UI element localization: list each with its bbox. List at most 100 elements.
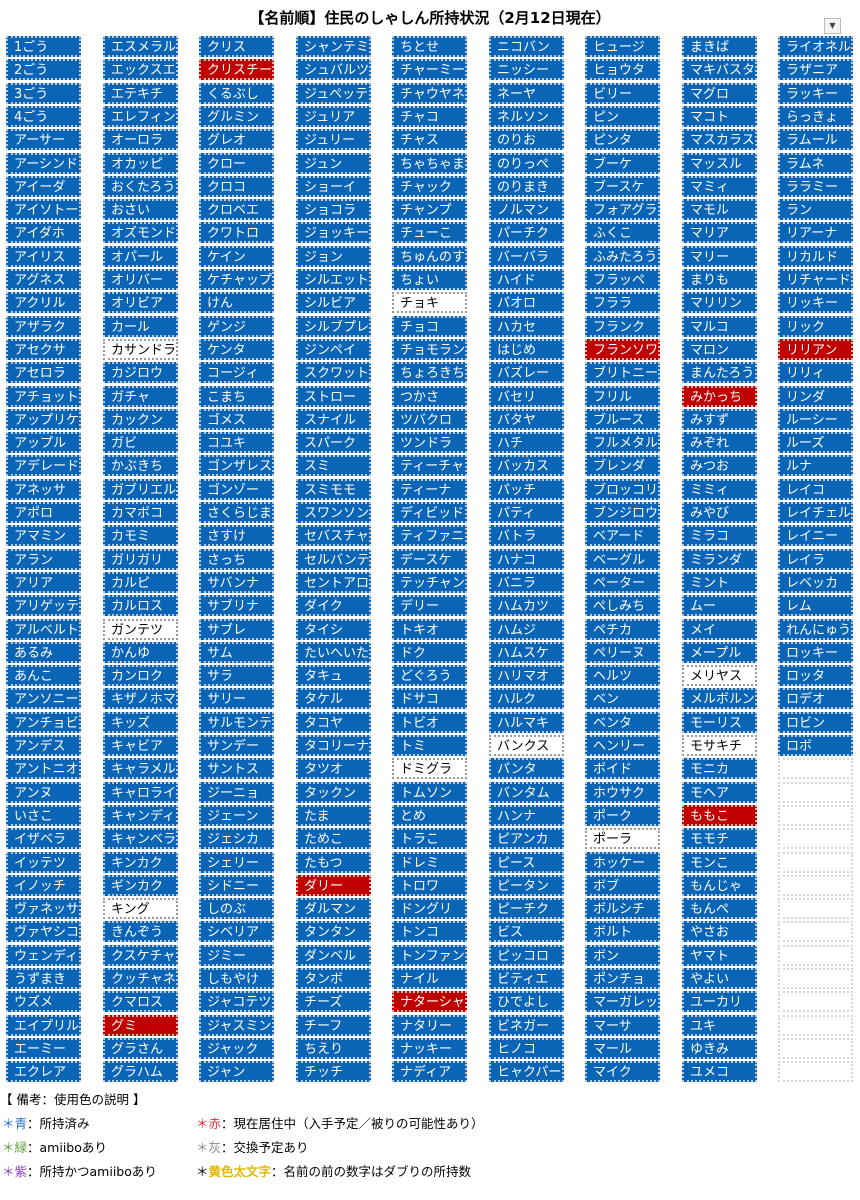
villager-cell: リンダ <box>778 385 853 407</box>
villager-cell: クマロス <box>103 991 178 1013</box>
villager-cell: みかっち <box>682 385 757 407</box>
villager-cell: シベリア <box>199 921 274 943</box>
villager-cell: ショコラ <box>296 199 371 221</box>
legend-mark-blue: ＊青 <box>2 1116 28 1131</box>
villager-cell: ライオネル <box>778 36 853 57</box>
villager-cell: パティ <box>489 502 564 523</box>
villager-cell: さすけ <box>199 525 274 547</box>
villager-cell: トンファン <box>392 944 467 966</box>
villager-cell: ちょい <box>392 269 467 290</box>
villager-cell: ビス <box>489 921 564 943</box>
villager-cell: 4ごう <box>6 105 81 127</box>
villager-cell: チーズ <box>296 991 371 1013</box>
empty-cell <box>778 991 853 1013</box>
legend-item-red: ＊赤：現在居住中（入手予定／被りの可能性あり） <box>196 1113 484 1132</box>
villager-cell: バンタム <box>489 781 564 803</box>
villager-cell: バニラ <box>489 571 564 593</box>
villager-cell: アイダホ <box>6 222 81 244</box>
villager-cell: マキバスター <box>682 59 757 81</box>
villager-cell: サブレ <box>199 618 274 640</box>
villager-cell: アイーダ <box>6 175 81 197</box>
villager-cell: アーサー <box>6 129 81 151</box>
villager-cell: ルーシー <box>778 408 853 430</box>
villager-cell: ブンジロウ <box>585 502 660 523</box>
villager-cell: フリル <box>585 385 660 407</box>
villager-cell: ショーイ <box>296 175 371 197</box>
villager-cell: チョモラン <box>392 338 467 360</box>
villager-cell: ドミグラ <box>392 758 467 780</box>
villager-cell: ミランダ <box>682 548 757 570</box>
legend-star-yellow: ＊ <box>196 1164 209 1179</box>
villager-cell: チーフ <box>296 1014 371 1036</box>
villager-cell: ヒョウタ <box>585 59 660 81</box>
villager-cell: ロビン <box>778 711 853 733</box>
villager-cell: グラさん <box>103 1037 178 1059</box>
villager-cell: パオロ <box>489 292 564 314</box>
villager-cell: アンチョビ <box>6 711 81 733</box>
villager-cell: ディビッド <box>392 502 467 523</box>
villager-cell: ルーズ <box>778 432 853 454</box>
villager-cell: パーチク <box>489 222 564 244</box>
villager-cell: ジャスミン <box>199 1014 274 1036</box>
villager-cell: ちょろきち <box>392 362 467 384</box>
villager-cell: メイ <box>682 618 757 640</box>
villager-cell: ピン <box>585 105 660 127</box>
villager-cell: アデレード <box>6 455 81 477</box>
villager-cell: ジョッキー <box>296 222 371 244</box>
villager-cell: ヴァヤシコフ <box>6 921 81 943</box>
villager-cell: クワトロ <box>199 222 274 244</box>
villager-cell: モンこ <box>682 851 757 873</box>
villager-cell: トンコ <box>392 921 467 943</box>
villager-cell: ラッキー <box>778 82 853 104</box>
villager-cell: マール <box>585 1037 660 1059</box>
villager-cell: リアーナ <box>778 222 853 244</box>
villager-cell: やさお <box>682 921 757 943</box>
empty-cell <box>778 758 853 780</box>
villager-cell: 3ごう <box>6 82 81 104</box>
villager-cell: いさこ <box>6 804 81 826</box>
page-title: 【名前順】住民のしゃしん所持状況（2月12日現在） <box>249 9 611 27</box>
empty-cell <box>778 944 853 966</box>
villager-cell: ヘルツ <box>585 665 660 687</box>
villager-cell: マコト <box>682 105 757 127</box>
villager-cell: ボルシチ <box>585 898 660 920</box>
villager-cell: モサキチ <box>682 735 757 756</box>
villager-cell: みつお <box>682 455 757 477</box>
villager-cell: ホッケー <box>585 851 660 873</box>
villager-cell: ロボ <box>778 735 853 756</box>
villager-cell: オカッピ <box>103 152 178 174</box>
villager-cell: マスカラス <box>682 129 757 151</box>
villager-cell: レイラ <box>778 548 853 570</box>
villager-cell: タックン <box>296 781 371 803</box>
villager-cell: キャラメル <box>103 758 178 780</box>
empty-cell <box>778 828 853 850</box>
villager-cell: セバスチャン <box>296 525 371 547</box>
villager-cell: フララ <box>585 292 660 314</box>
villager-cell: アチョット <box>6 385 81 407</box>
villager-cell: ジェシカ <box>199 828 274 850</box>
villager-cell: れんにゅう <box>778 618 853 640</box>
villager-cell: レベッカ <box>778 571 853 593</box>
villager-cell: ビネガー <box>489 1014 564 1036</box>
villager-cell: ポーク <box>585 804 660 826</box>
villager-cell: マーサ <box>585 1014 660 1036</box>
villager-cell: ノルマン <box>489 199 564 221</box>
villager-cell: チャーミー <box>392 59 467 81</box>
villager-cell: チャック <box>392 175 467 197</box>
legend-item-yellow: ＊黄色太文字：名前の前の数字はダブりの所持数 <box>196 1161 471 1180</box>
villager-cell: ちとせ <box>392 36 467 57</box>
villager-cell: ミラコ <box>682 525 757 547</box>
villager-cell: グレオ <box>199 129 274 151</box>
villager-cell: ベアード <box>585 525 660 547</box>
villager-cell: シルエット <box>296 269 371 290</box>
dropdown-arrow-icon[interactable]: ▼ <box>824 18 841 34</box>
villager-cell: ペチカ <box>585 618 660 640</box>
villager-cell: カサンドラ <box>103 338 178 360</box>
villager-cell: ラン <box>778 199 853 221</box>
villager-cell: グミ <box>103 1014 178 1036</box>
villager-cell: あるみ <box>6 641 81 663</box>
villager-cell: ガンテツ <box>103 618 178 640</box>
villager-cell: チャウヤネ <box>392 82 467 104</box>
empty-cell <box>778 1037 853 1059</box>
villager-cell: バトラ <box>489 525 564 547</box>
